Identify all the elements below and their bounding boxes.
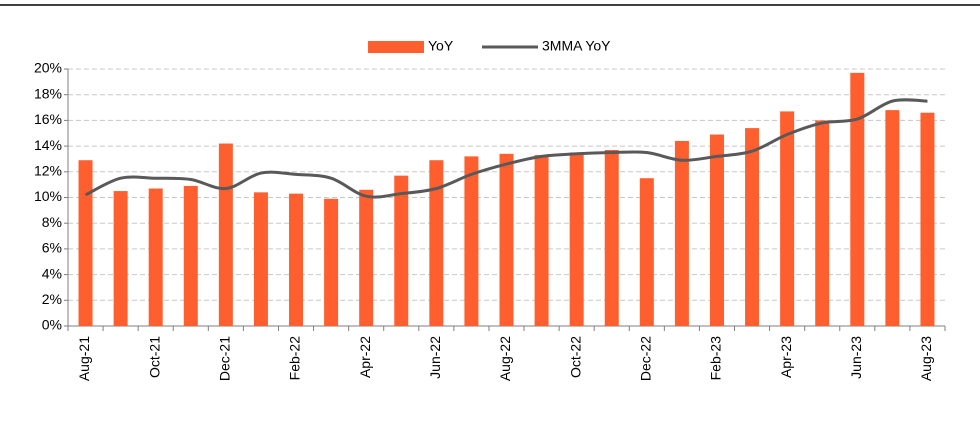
- x-tick-label: Oct-22: [567, 336, 583, 378]
- bar: [534, 155, 549, 326]
- y-tick-label: 14%: [34, 137, 62, 153]
- line: [84, 98, 928, 199]
- bar: [745, 128, 760, 326]
- y-tick-label: 18%: [34, 85, 62, 101]
- y-tick-label: 20%: [34, 60, 62, 76]
- x-tick-label: Aug-22: [497, 336, 513, 381]
- y-tick-label: 8%: [42, 214, 62, 230]
- y-tick-label: 0%: [42, 317, 62, 333]
- bar: [218, 143, 233, 326]
- bar: [639, 178, 654, 326]
- bar: [569, 152, 584, 326]
- bar: [394, 175, 409, 326]
- bar: [183, 185, 198, 326]
- bar: [850, 72, 865, 326]
- y-tick-label: 16%: [34, 111, 62, 127]
- x-tick-label: Jun-23: [848, 336, 864, 379]
- x-tick-label: Dec-22: [638, 336, 654, 381]
- bar: [113, 191, 128, 326]
- y-tick-label: 12%: [34, 163, 62, 179]
- x-tick-label: Apr-22: [357, 336, 373, 378]
- bar: [604, 149, 619, 326]
- bar: [464, 156, 479, 326]
- legend-label: 3MMA YoY: [542, 38, 611, 54]
- y-tick-label: 4%: [42, 265, 62, 281]
- bar: [499, 153, 514, 326]
- bar: [674, 140, 689, 326]
- x-tick-label: Jun-22: [427, 336, 443, 379]
- y-tick-label: 6%: [42, 240, 62, 256]
- x-tick-label: Aug-23: [918, 336, 934, 381]
- legend-swatch: [368, 41, 424, 53]
- x-tick-label: Apr-23: [778, 336, 794, 378]
- bar: [885, 110, 900, 327]
- bar: [324, 198, 339, 326]
- bar: [429, 160, 444, 326]
- bar: [253, 192, 268, 326]
- bar: [780, 111, 795, 326]
- y-tick-label: 10%: [34, 188, 62, 204]
- y-tick-label: 2%: [42, 291, 62, 307]
- x-tick-label: Dec-21: [217, 336, 233, 381]
- x-tick-label: Feb-23: [708, 336, 724, 381]
- bar: [920, 112, 935, 326]
- bar: [815, 120, 830, 327]
- x-tick-label: Feb-22: [287, 336, 303, 381]
- bar: [709, 134, 724, 326]
- legend-label: YoY: [428, 38, 454, 54]
- bar: [359, 189, 374, 326]
- bar: [148, 188, 163, 326]
- x-tick-label: Oct-21: [146, 336, 162, 378]
- bar: [289, 193, 304, 326]
- bar: [78, 160, 93, 326]
- x-tick-label: Aug-21: [76, 336, 92, 381]
